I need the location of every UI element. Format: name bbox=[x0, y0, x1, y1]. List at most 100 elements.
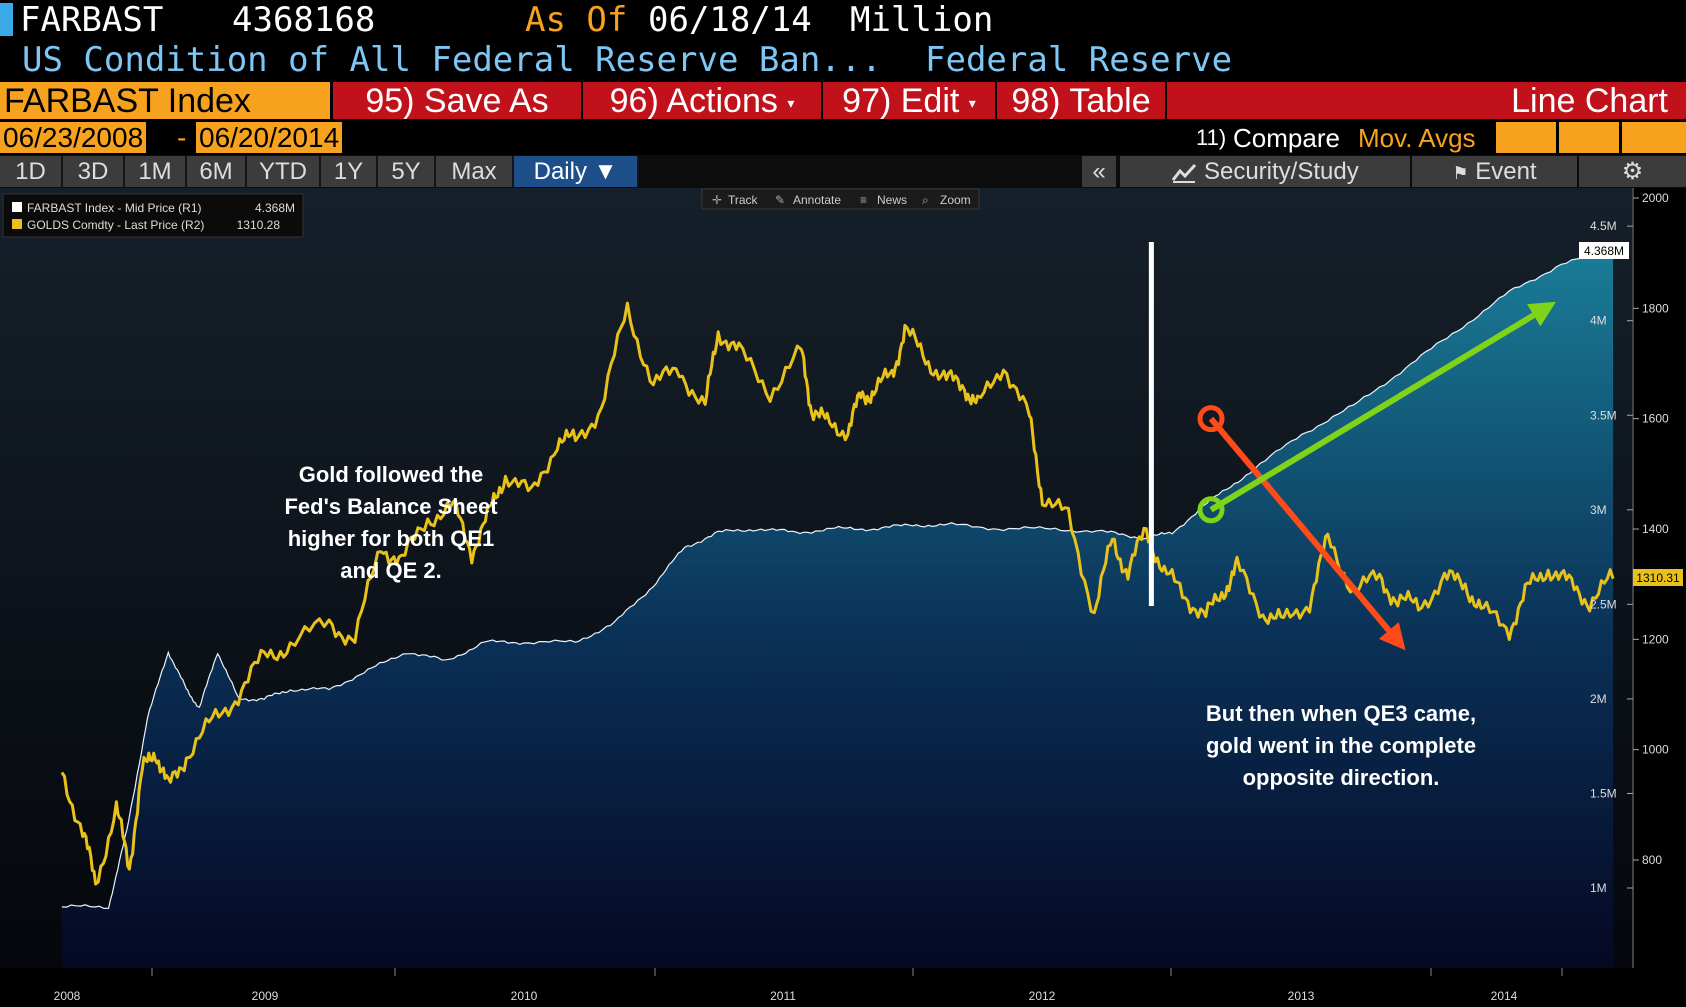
security-description-row: US Condition of All Federal Reserve Ban.… bbox=[0, 40, 1686, 80]
x-tick-label: 2011 bbox=[770, 989, 796, 1003]
period-1d[interactable]: 1D bbox=[0, 156, 63, 187]
news-icon: ≡ bbox=[860, 193, 867, 207]
x-tick-label: 2014 bbox=[1491, 989, 1518, 1003]
right-annotation-line-1: But then when QE3 came, bbox=[1206, 701, 1476, 726]
chart-area: 4.5M 4M 3.5M 3M 2.5M 2M 1.5M 1M 2000 1800 1600 140… bbox=[0, 188, 1686, 1003]
fed-up-arrow-origin bbox=[1197, 496, 1225, 524]
end-date-field[interactable]: 06/20/2014 bbox=[196, 122, 343, 153]
fed-up-arrow-line bbox=[1209, 312, 1536, 513]
right-annotation-line-3: opposite direction. bbox=[1243, 765, 1440, 790]
legend-label-r1: FARBAST Index - Mid Price (R1) bbox=[27, 201, 202, 215]
security-field[interactable]: FARBAST Index bbox=[0, 82, 330, 120]
ticker: FARBAST bbox=[20, 0, 164, 40]
r2-tick-label: 1600 bbox=[1642, 412, 1669, 426]
annotate-tool[interactable]: ✎ Annotate bbox=[775, 193, 841, 207]
frequency-label: Daily bbox=[533, 158, 587, 185]
r2-tick-label: 1400 bbox=[1642, 522, 1669, 536]
chart-type-button[interactable]: Line Chart bbox=[1167, 82, 1686, 120]
r2-tick-label: 1200 bbox=[1642, 632, 1669, 646]
legend-swatch-r1 bbox=[12, 202, 22, 212]
x-axis-band bbox=[0, 968, 1686, 1003]
balance-sheet-line bbox=[61, 250, 1614, 910]
actions-num: 96) bbox=[609, 82, 659, 120]
period-6m[interactable]: 6M bbox=[187, 156, 247, 187]
actions-button[interactable]: 96) Actions ▾ bbox=[583, 82, 821, 120]
left-annotation: Gold followed the Fed's Balance Sheet hi… bbox=[284, 462, 498, 583]
security-study-button[interactable]: Security/Study bbox=[1120, 156, 1410, 187]
x-tick-label: 2008 bbox=[54, 989, 81, 1003]
r2-tick-label: 1800 bbox=[1642, 301, 1669, 315]
security-study-label: Security/Study bbox=[1203, 158, 1359, 185]
pencil-icon: ✎ bbox=[775, 193, 785, 207]
frequency-dropdown[interactable]: Daily ▼ bbox=[514, 156, 639, 187]
gold-down-arrow-origin bbox=[1197, 405, 1225, 433]
left-annotation-line-3: higher for both QE1 bbox=[288, 526, 495, 551]
period-3d[interactable]: 3D bbox=[63, 156, 125, 187]
legend: FARBAST Index - Mid Price (R1) 4.368M GO… bbox=[2, 193, 304, 238]
gold-down-arrow-line bbox=[1208, 416, 1392, 633]
flag-icon: ⚑ bbox=[1452, 163, 1469, 183]
legend-label-r2: GOLDS Comdty - Last Price (R2) bbox=[27, 218, 204, 232]
r2-axis: 2000 1800 1600 1400 1200 1000 800 bbox=[1633, 191, 1669, 867]
period-1y[interactable]: 1Y bbox=[321, 156, 378, 187]
balance-sheet-area-fill bbox=[61, 250, 1614, 968]
r1-tick-label: 2M bbox=[1590, 692, 1607, 706]
collapse-button[interactable]: « bbox=[1082, 156, 1116, 187]
zoom-label: Zoom bbox=[940, 193, 971, 207]
compare-slot[interactable] bbox=[1559, 122, 1619, 153]
edit-num: 97) bbox=[842, 82, 892, 120]
magnifier-icon: ⌕ bbox=[922, 193, 929, 207]
last-r1-badge: 4.368M bbox=[1579, 242, 1629, 259]
x-axis: 2008 2009 2010 2011 2012 2013 2014 bbox=[54, 968, 1563, 1003]
legend-value-r2: 1310.28 bbox=[237, 218, 281, 232]
unit-label: Million bbox=[850, 0, 994, 40]
edit-button[interactable]: 97) Edit ▾ bbox=[823, 82, 995, 120]
compare-slot[interactable] bbox=[1622, 122, 1686, 153]
x-tick-label: 2010 bbox=[511, 989, 538, 1003]
compare-slot[interactable] bbox=[1496, 122, 1556, 153]
period-ytd[interactable]: YTD bbox=[247, 156, 321, 187]
legend-value-r1: 4.368M bbox=[255, 201, 295, 215]
track-tool[interactable]: ✛ Track bbox=[712, 193, 759, 207]
r1-tick-label: 3M bbox=[1590, 503, 1607, 517]
period-5y[interactable]: 5Y bbox=[378, 156, 436, 187]
last-r1-label: 4.368M bbox=[1584, 244, 1624, 258]
toolbar: FARBAST Index 95) Save As 96) Actions ▾ … bbox=[0, 80, 1686, 120]
settings-button[interactable]: ⚙ bbox=[1579, 156, 1686, 187]
as-of-label: As Of bbox=[525, 0, 628, 40]
annotation-markers bbox=[1148, 242, 1557, 651]
x-tick-label: 2012 bbox=[1029, 989, 1056, 1003]
compare-button[interactable]: Compare bbox=[1233, 123, 1340, 153]
mov-avgs-button[interactable]: Mov. Avgs bbox=[1358, 123, 1476, 153]
news-tool[interactable]: ≡ News bbox=[860, 193, 907, 207]
source: Federal Reserve bbox=[925, 40, 1233, 80]
triangle-down-icon: ▼ bbox=[593, 158, 618, 185]
r1-tick-label: 2.5M bbox=[1590, 597, 1617, 611]
event-label: Event bbox=[1475, 158, 1537, 185]
x-tick-label: 2013 bbox=[1288, 989, 1315, 1003]
save-as-num: 95) bbox=[365, 82, 415, 120]
line-chart: 4.5M 4M 3.5M 3M 2.5M 2M 1.5M 1M 2000 1800 1600 140… bbox=[0, 188, 1686, 1003]
event-button[interactable]: ⚑ Event bbox=[1412, 156, 1577, 187]
r2-tick-label: 1000 bbox=[1642, 743, 1669, 757]
as-of-date: 06/18/14 bbox=[648, 0, 812, 40]
track-label: Track bbox=[728, 193, 759, 207]
save-as-label: Save As bbox=[423, 82, 549, 120]
save-as-button[interactable]: 95) Save As bbox=[333, 82, 581, 120]
description: US Condition of All Federal Reserve Ban.… bbox=[22, 40, 882, 80]
start-date-field[interactable]: 06/23/2008 bbox=[0, 122, 147, 153]
period-max[interactable]: Max bbox=[436, 156, 514, 187]
period-1m[interactable]: 1M bbox=[125, 156, 187, 187]
annotate-label: Annotate bbox=[793, 193, 841, 207]
period-bar: 1D 3D 1M 6M YTD 1Y 5Y Max Daily ▼ « Secu… bbox=[0, 155, 1686, 188]
last-value: 4368168 bbox=[232, 0, 376, 40]
command-cursor bbox=[0, 3, 13, 36]
table-button[interactable]: 98) Table bbox=[997, 82, 1165, 120]
x-tick-label: 2009 bbox=[252, 989, 279, 1003]
zoom-tool[interactable]: ⌕ Zoom bbox=[922, 193, 971, 207]
last-r2-label: 1310.31 bbox=[1636, 571, 1680, 585]
edit-label: Edit bbox=[900, 82, 960, 120]
mini-toolbar: ✛ Track ✎ Annotate ≡ News ⌕ Zoom bbox=[701, 188, 980, 210]
gold-down-arrowhead bbox=[1378, 622, 1406, 651]
chart-study-icon bbox=[1172, 163, 1197, 183]
